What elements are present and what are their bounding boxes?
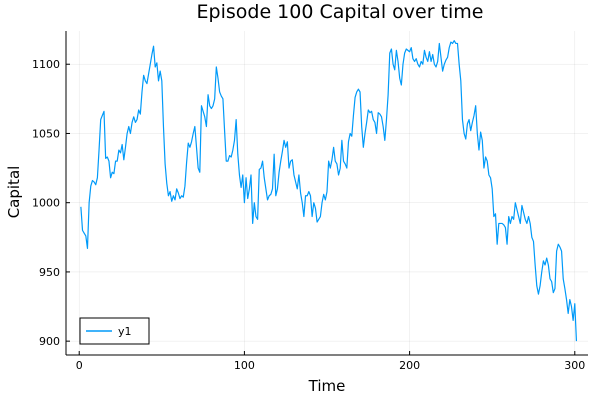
x-tick-label: 0 [76,359,83,372]
y-tick-label: 950 [39,266,60,279]
y-tick-label: 1100 [32,58,60,71]
series-line-y1 [80,40,578,342]
tick-labels: 0 100 200 300 900 950 1000 1050 1100 [32,58,585,372]
chart-title: Episode 100 Capital over time [197,1,484,23]
legend-label-y1: y1 [118,325,132,338]
y-axis-title: Capital [5,166,23,219]
x-tick-label: 300 [564,359,585,372]
y-tick-label: 1000 [32,197,60,210]
y-tick-label: 900 [39,335,60,348]
x-tick-label: 200 [399,359,420,372]
x-tick-label: 100 [234,359,255,372]
y-tick-label: 1050 [32,127,60,140]
axes [65,31,588,356]
series-layer [80,40,578,342]
x-axis-title: Time [308,377,346,395]
legend: y1 [79,317,150,345]
